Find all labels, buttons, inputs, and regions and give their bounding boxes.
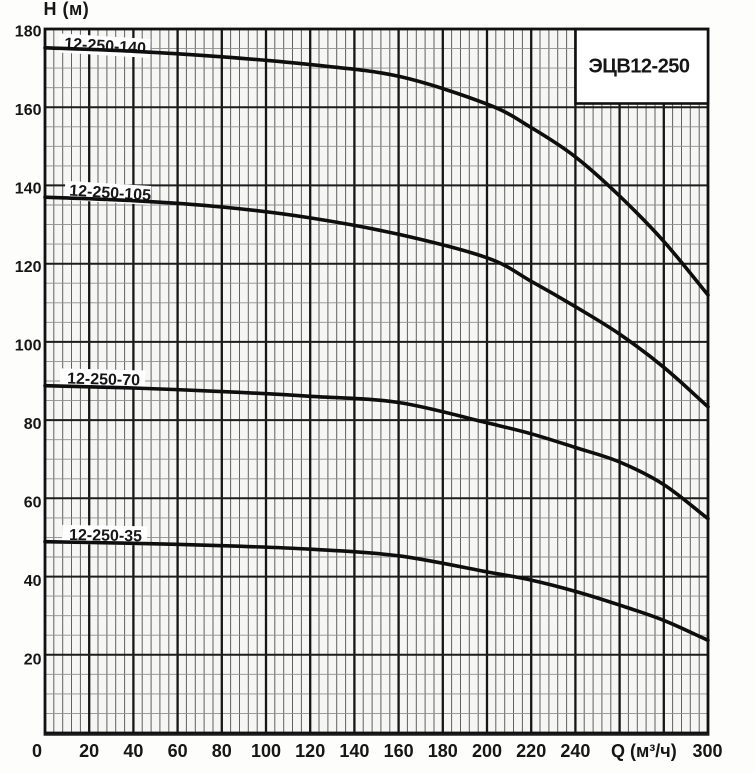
svg-text:100: 100 xyxy=(251,741,281,761)
svg-text:60: 60 xyxy=(24,495,42,512)
svg-text:20: 20 xyxy=(24,652,42,669)
svg-text:160: 160 xyxy=(384,741,414,761)
svg-text:200: 200 xyxy=(472,741,502,761)
svg-text:300: 300 xyxy=(692,741,722,761)
svg-text:Q (м³/ч): Q (м³/ч) xyxy=(611,741,677,761)
svg-text:80: 80 xyxy=(24,416,42,433)
svg-text:ЭЦВ12-250: ЭЦВ12-250 xyxy=(589,56,690,78)
svg-text:60: 60 xyxy=(168,741,188,761)
svg-text:120: 120 xyxy=(15,259,42,276)
svg-text:140: 140 xyxy=(339,741,369,761)
svg-text:H (м): H (м) xyxy=(44,0,90,19)
svg-text:40: 40 xyxy=(24,573,42,590)
svg-text:160: 160 xyxy=(15,102,42,119)
svg-text:180: 180 xyxy=(15,24,42,41)
svg-text:180: 180 xyxy=(428,741,458,761)
svg-text:140: 140 xyxy=(15,181,42,198)
svg-text:100: 100 xyxy=(15,338,42,355)
svg-text:220: 220 xyxy=(516,741,546,761)
svg-text:80: 80 xyxy=(212,741,232,761)
svg-text:40: 40 xyxy=(123,741,143,761)
svg-text:0: 0 xyxy=(32,741,42,761)
svg-text:240: 240 xyxy=(560,741,590,761)
svg-text:120: 120 xyxy=(295,741,325,761)
svg-text:12-250-70: 12-250-70 xyxy=(67,371,140,390)
svg-text:20: 20 xyxy=(79,741,99,761)
